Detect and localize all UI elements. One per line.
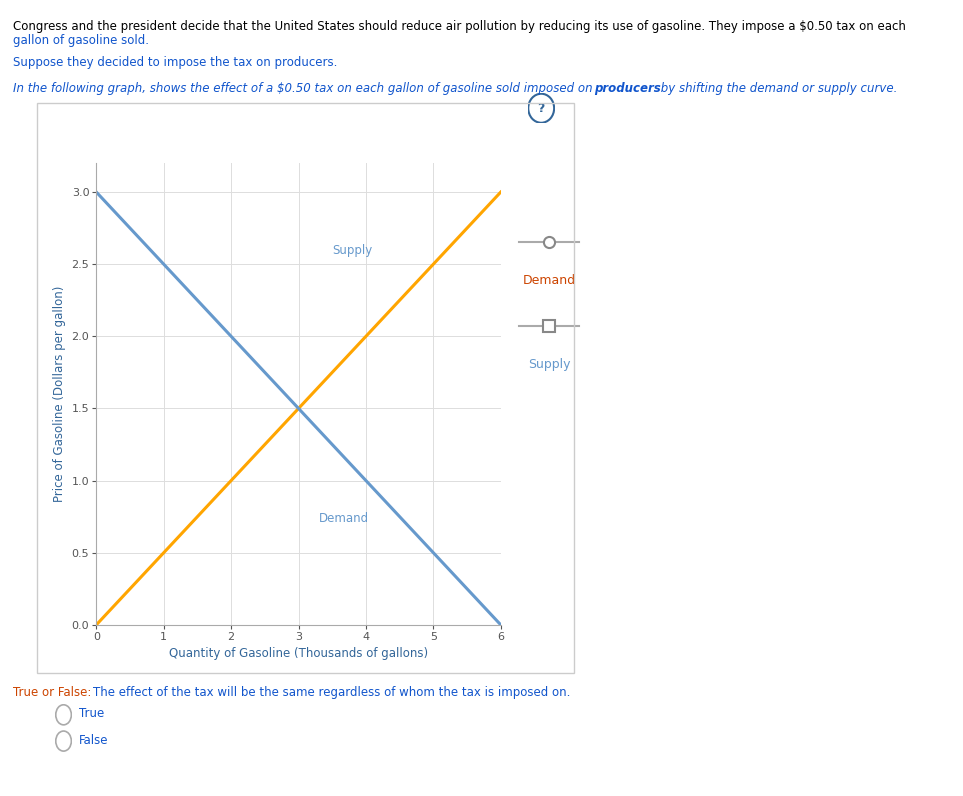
Text: False: False bbox=[79, 734, 109, 747]
Text: gallon of gasoline sold.: gallon of gasoline sold. bbox=[13, 34, 148, 47]
Text: Demand: Demand bbox=[522, 274, 576, 287]
Y-axis label: Price of Gasoline (Dollars per gallon): Price of Gasoline (Dollars per gallon) bbox=[53, 286, 66, 502]
Text: The effect of the tax will be the same regardless of whom the tax is imposed on.: The effect of the tax will be the same r… bbox=[93, 686, 571, 699]
Text: ?: ? bbox=[537, 103, 545, 115]
Text: Suppose they decided to impose the tax on producers.: Suppose they decided to impose the tax o… bbox=[13, 56, 337, 68]
Text: Demand: Demand bbox=[319, 513, 369, 525]
Text: by shifting the demand or supply curve.: by shifting the demand or supply curve. bbox=[657, 82, 898, 95]
Text: Supply: Supply bbox=[528, 357, 570, 371]
Text: True: True bbox=[79, 707, 104, 720]
Text: Supply: Supply bbox=[332, 244, 373, 257]
X-axis label: Quantity of Gasoline (Thousands of gallons): Quantity of Gasoline (Thousands of gallo… bbox=[169, 647, 429, 661]
Text: In the following graph, shows the effect of a $0.50 tax on each gallon of gasoli: In the following graph, shows the effect… bbox=[13, 82, 596, 95]
Text: True or False:: True or False: bbox=[13, 686, 94, 699]
Text: Congress and the president decide that the United States should reduce air pollu: Congress and the president decide that t… bbox=[13, 20, 905, 33]
Text: producers: producers bbox=[594, 82, 661, 95]
